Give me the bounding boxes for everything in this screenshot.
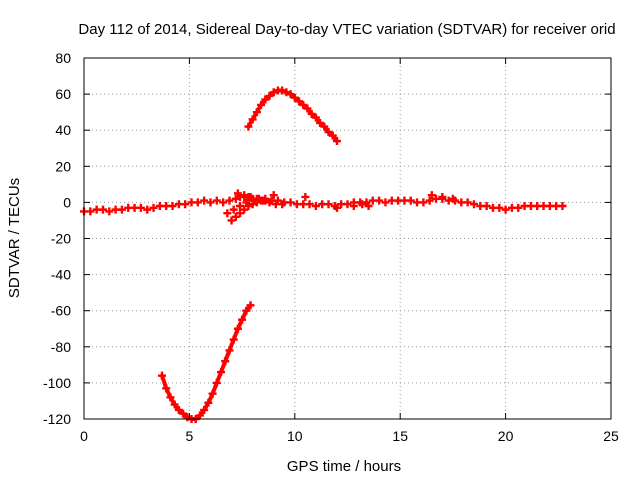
data-points (80, 86, 567, 423)
data-point (305, 200, 314, 209)
data-point (514, 203, 523, 212)
y-tick-label: -60 (51, 303, 71, 319)
data-point (248, 196, 257, 205)
x-tick-label: 0 (80, 428, 88, 444)
data-point (193, 198, 202, 207)
data-point (235, 202, 244, 211)
data-point (364, 202, 373, 211)
data-point (240, 205, 249, 214)
data-point (105, 207, 114, 216)
x-tick-label: 5 (186, 428, 194, 444)
data-point (375, 196, 384, 205)
data-point (463, 198, 472, 207)
data-point (240, 191, 249, 200)
y-tick-label: -40 (51, 267, 71, 283)
data-point (200, 196, 209, 205)
data-point (235, 209, 244, 218)
y-tick-label: 60 (55, 86, 71, 102)
data-point (324, 200, 333, 209)
data-point (469, 200, 478, 209)
y-tick-label: 20 (55, 158, 71, 174)
data-point (358, 200, 367, 209)
data-point (406, 196, 415, 205)
y-tick-label: -120 (43, 411, 71, 427)
data-point (286, 198, 295, 207)
data-point (117, 205, 126, 214)
data-point (242, 198, 251, 207)
series-trace (159, 303, 253, 421)
data-point (381, 198, 390, 207)
data-point (231, 212, 240, 221)
data-point (419, 198, 428, 207)
y-tick-label: -80 (51, 339, 71, 355)
series-arc-positive (244, 86, 341, 146)
data-point (143, 205, 152, 214)
axis-ticks (83, 57, 612, 420)
data-point (438, 192, 447, 201)
data-point (259, 196, 268, 205)
data-point (168, 202, 177, 211)
y-axis-label: SDTVAR / TECUs (6, 178, 23, 298)
data-point (311, 202, 320, 211)
y-tick-label: 40 (55, 122, 71, 138)
y-tick-labels: -120 -100 -80 -60 -40 -20 0 20 40 60 80 (43, 50, 71, 427)
data-point (425, 196, 434, 205)
chart-title: Day 112 of 2014, Sidereal Day-to-day VTE… (78, 21, 615, 38)
data-point (332, 203, 341, 212)
data-point (98, 205, 107, 214)
plot-frame (83, 57, 612, 420)
data-point (233, 189, 242, 198)
data-point (212, 196, 221, 205)
data-point (278, 200, 287, 209)
x-tick-label: 25 (603, 428, 619, 444)
x-axis-label: GPS time / hours (287, 458, 401, 475)
data-point (136, 203, 145, 212)
data-point (206, 198, 215, 207)
data-point (301, 192, 310, 201)
data-point (252, 194, 261, 203)
y-tick-label: 0 (63, 194, 71, 210)
y-tick-label: -100 (43, 375, 71, 391)
series-near-zero-band (80, 189, 567, 225)
y-tick-label: -20 (51, 231, 71, 247)
data-point (219, 198, 228, 207)
data-point (86, 207, 95, 216)
data-point (149, 203, 158, 212)
data-point (229, 205, 238, 214)
data-point (225, 196, 234, 205)
data-point (343, 200, 352, 209)
grid-lines (84, 58, 611, 419)
series-arc-negative (157, 301, 255, 423)
data-point (495, 203, 504, 212)
data-point (223, 209, 232, 218)
data-point (349, 202, 358, 211)
data-point (265, 198, 274, 207)
data-point (227, 216, 236, 225)
data-point (558, 202, 567, 211)
y-tick-label: 80 (55, 50, 71, 66)
data-point (269, 191, 278, 200)
data-point (482, 202, 491, 211)
data-point (448, 194, 457, 203)
data-point (501, 205, 510, 214)
x-tick-label: 10 (287, 428, 303, 444)
data-point (181, 200, 190, 209)
data-point (427, 191, 436, 200)
x-tick-labels: 0 5 10 15 20 25 (80, 428, 619, 444)
series-trace (246, 88, 339, 144)
x-tick-label: 20 (498, 428, 514, 444)
data-point (231, 194, 240, 203)
x-tick-label: 15 (392, 428, 408, 444)
